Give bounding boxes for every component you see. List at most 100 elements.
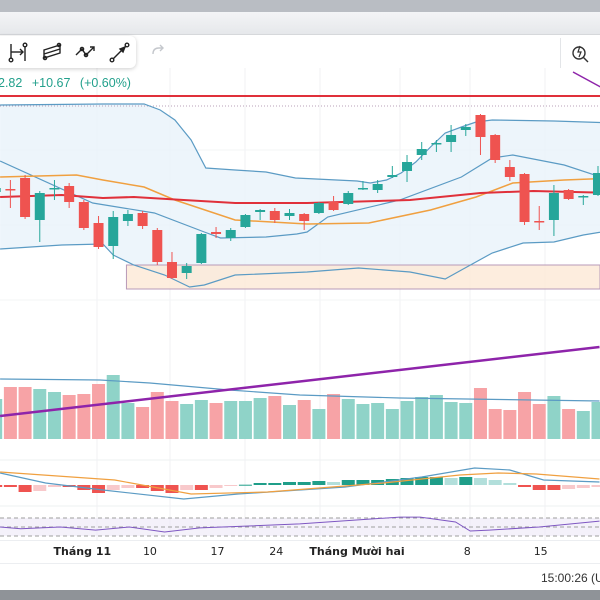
candle-down [93,223,104,247]
candle-down [299,214,310,221]
volume-bar [297,400,311,439]
volume-bar [77,394,91,439]
volume-bar [150,392,164,439]
candle-down [166,262,177,278]
quick-search-icon [572,45,589,63]
macd-histogram-bar [194,485,208,490]
candle-down [137,213,148,226]
candle-up [284,213,295,216]
time-axis[interactable]: Tháng 11 10 17 24 Tháng Mười hai 8 15 [0,540,600,564]
macd-histogram-bar [341,480,355,485]
date-range-icon[interactable] [6,40,30,64]
macd-histogram-bar [165,485,179,493]
candle-down [20,178,31,217]
rsi-line [0,516,600,533]
volume-bar [253,398,267,439]
volume-bar [106,375,120,439]
volume-bar [547,396,561,439]
candle-up [34,193,45,220]
volume-bar [268,396,282,439]
volume-bar [473,388,487,439]
parallel-channel-icon[interactable] [40,40,64,64]
candle-up [255,210,266,212]
window-top-bar [0,0,600,12]
redo-icon[interactable] [150,42,166,58]
macd-histogram-bar [209,485,223,488]
candle-up [548,193,559,220]
macd-histogram-bar [253,483,267,485]
price-trend-line [572,71,600,88]
candle-up [402,162,413,171]
candle-up [240,215,251,227]
volume-bar [136,407,150,439]
time-axis-label: 17 [210,545,225,558]
moving-average-red [0,189,600,204]
volume-bar [92,384,106,439]
volume-bar [503,410,517,439]
candle-down [211,232,222,234]
macd-histogram-bar [400,478,414,485]
path-icon[interactable] [74,40,98,64]
volume-bar [459,403,473,439]
volume-bar [224,401,238,439]
chart-canvas[interactable] [0,68,600,540]
candle-up [372,184,383,190]
volume-bar [283,405,296,439]
volume-bar [518,392,532,439]
arrow-line-icon[interactable] [108,40,132,64]
macd-histogram-bar [3,485,17,487]
bollinger-band-fill [0,104,600,287]
macd-histogram-bar [18,485,32,492]
macd-histogram-bar [180,485,194,490]
candle-down [5,189,16,191]
candle-up [108,217,119,246]
macd-histogram-bar [576,485,590,488]
volume-bar [194,400,208,439]
volume-bar [415,397,429,439]
candle-up [49,188,60,190]
bollinger-upper [0,103,600,184]
price-change-percent: (+0.60%) [79,76,131,90]
candle-up [416,149,427,155]
volume-bar [47,392,61,439]
candle-up [122,214,133,221]
macd-histogram-bar [136,485,150,488]
candle-up [0,188,1,192]
volume-bar [385,409,399,439]
volume-bar [429,395,443,439]
macd-histogram-bar [473,478,487,485]
volume-bar [341,399,355,439]
time-axis-label: Tháng 11 [53,545,112,558]
candle-up [343,193,354,204]
macd-histogram-bar [327,482,341,485]
volume-bar [327,394,341,439]
macd-histogram-bar [547,485,561,490]
quick-search-button[interactable] [560,38,600,68]
candle-down [519,174,530,222]
macd-histogram-bar [459,477,473,485]
candle-down [504,167,515,177]
candle-down [475,115,486,137]
macd-histogram-bar [0,485,3,487]
volume-bar [312,409,326,439]
macd-histogram-bar [238,484,252,486]
header-bar [0,12,600,35]
window-bottom-bar [0,590,600,600]
volume-bar [532,404,546,439]
drawing-toolbar [0,36,136,68]
macd-histogram-bar [283,482,296,485]
candle-down [64,186,75,202]
volume-bar [165,401,179,439]
candle-up [431,143,442,145]
candle-up [357,188,368,190]
candle-up [196,234,207,263]
signal-line [0,471,600,495]
volume-bar [400,401,414,439]
macd-histogram-bar [356,480,370,485]
volume-bar [0,399,3,439]
macd-histogram-bar [297,482,311,485]
macd-histogram-bar [121,485,135,488]
macd-histogram-bar [33,485,47,491]
volume-bar [371,403,385,439]
time-axis-label: Tháng Mười hai [309,545,405,558]
